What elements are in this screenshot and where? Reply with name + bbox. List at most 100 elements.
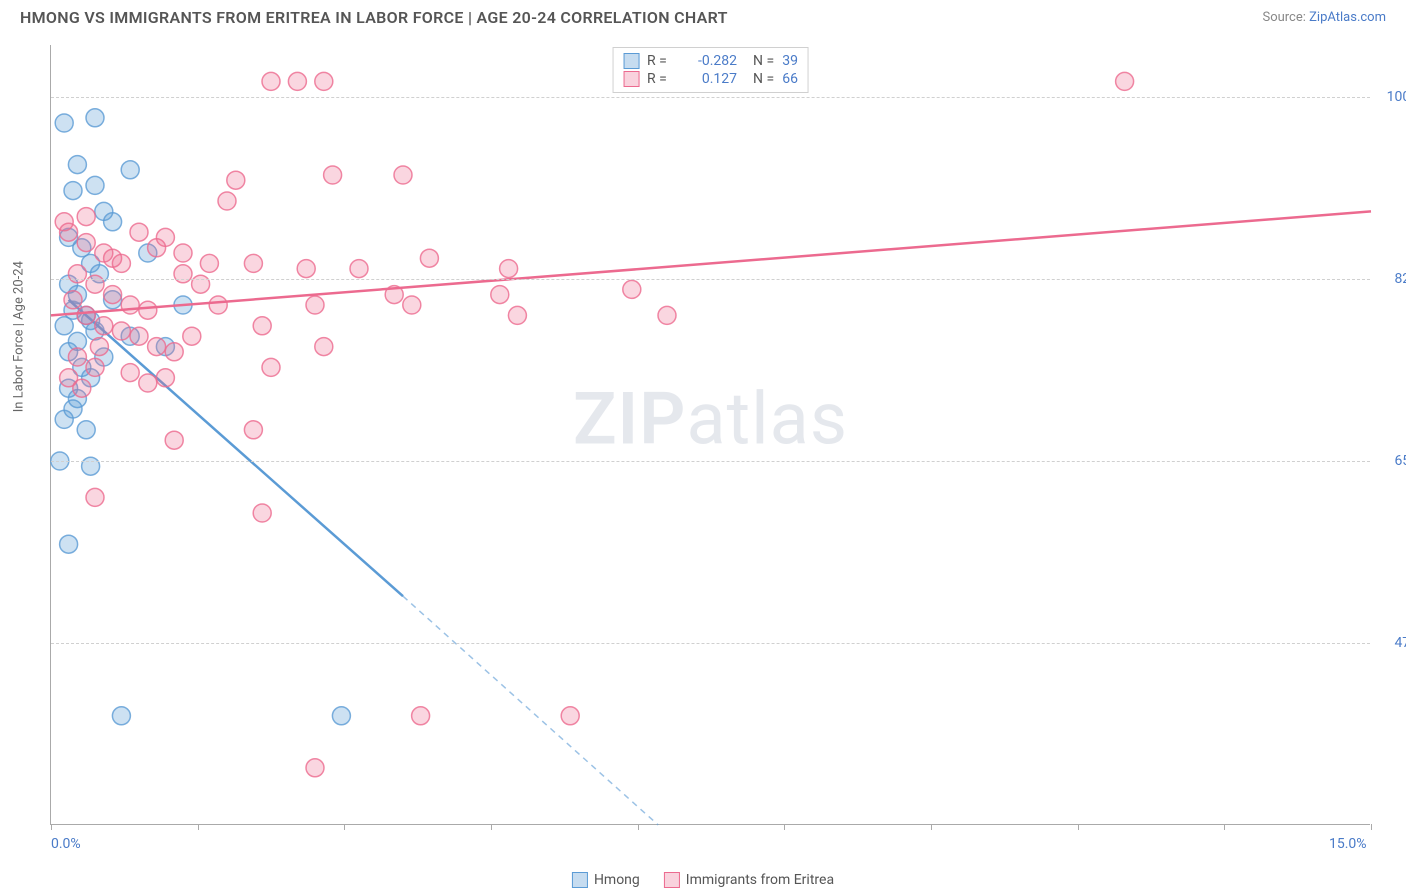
data-point — [104, 213, 122, 231]
grid-line — [51, 97, 1370, 98]
data-point — [139, 374, 157, 392]
data-point — [68, 265, 86, 283]
data-point — [156, 369, 174, 387]
swatch-hmong-bottom — [572, 872, 588, 888]
data-point — [332, 707, 350, 725]
x-tick — [344, 824, 345, 830]
data-point — [244, 254, 262, 272]
series-legend: Hmong Immigrants from Eritrea — [572, 872, 834, 888]
x-tick — [1078, 824, 1079, 830]
x-tick — [638, 824, 639, 830]
data-point — [420, 249, 438, 267]
data-point — [394, 166, 412, 184]
data-point — [55, 114, 73, 132]
y-tick-label: 82.5% — [1394, 271, 1406, 287]
data-point — [139, 301, 157, 319]
x-tick — [491, 824, 492, 830]
data-point — [86, 176, 104, 194]
data-point — [77, 306, 95, 324]
data-point — [315, 72, 333, 90]
data-point — [86, 358, 104, 376]
scatter-svg — [51, 45, 1370, 824]
data-point — [95, 317, 113, 335]
data-point — [86, 109, 104, 127]
data-point — [262, 358, 280, 376]
y-tick-label: 47.5% — [1394, 635, 1406, 651]
data-point — [324, 166, 342, 184]
data-point — [148, 338, 166, 356]
data-point — [68, 156, 86, 174]
data-point — [500, 260, 518, 278]
data-point — [60, 223, 78, 241]
data-point — [508, 306, 526, 324]
chart-plot-area: In Labor Force | Age 20-24 ZIPatlas R = … — [50, 45, 1370, 825]
data-point — [82, 457, 100, 475]
data-point — [306, 296, 324, 314]
data-point — [200, 254, 218, 272]
x-tick — [1371, 824, 1372, 830]
source-link[interactable]: ZipAtlas.com — [1309, 10, 1386, 25]
data-point — [90, 338, 108, 356]
y-axis-title: In Labor Force | Age 20-24 — [12, 261, 27, 412]
x-tick — [1224, 824, 1225, 830]
data-point — [350, 260, 368, 278]
data-point — [165, 343, 183, 361]
x-tick-label: 0.0% — [51, 836, 81, 852]
x-tick-label: 15.0% — [1329, 836, 1367, 852]
data-point — [165, 431, 183, 449]
data-point — [60, 535, 78, 553]
data-point — [253, 317, 271, 335]
data-point — [174, 265, 192, 283]
data-point — [288, 72, 306, 90]
data-point — [306, 759, 324, 777]
data-point — [253, 504, 271, 522]
data-point — [1116, 72, 1134, 90]
data-point — [192, 275, 210, 293]
data-point — [73, 379, 91, 397]
data-point — [104, 249, 122, 267]
data-point — [121, 296, 139, 314]
grid-line — [51, 279, 1370, 280]
data-point — [86, 275, 104, 293]
data-point — [174, 244, 192, 262]
data-point — [55, 317, 73, 335]
data-point — [104, 286, 122, 304]
grid-line — [51, 461, 1370, 462]
data-point — [561, 707, 579, 725]
data-point — [77, 208, 95, 226]
data-point — [112, 707, 130, 725]
legend-item-hmong: Hmong — [572, 872, 640, 888]
legend-item-eritrea: Immigrants from Eritrea — [664, 872, 834, 888]
data-point — [121, 364, 139, 382]
data-point — [121, 161, 139, 179]
data-point — [262, 72, 280, 90]
x-tick — [784, 824, 785, 830]
data-point — [244, 421, 262, 439]
data-point — [412, 707, 430, 725]
y-tick-label: 65.0% — [1394, 453, 1406, 469]
x-tick — [931, 824, 932, 830]
data-point — [183, 327, 201, 345]
x-tick — [51, 824, 52, 830]
data-point — [68, 348, 86, 366]
y-tick-label: 100.0% — [1387, 89, 1406, 105]
x-tick — [198, 824, 199, 830]
data-point — [209, 296, 227, 314]
data-point — [64, 291, 82, 309]
data-point — [64, 182, 82, 200]
regression-line-extrapolated — [403, 596, 658, 825]
source-label: Source: ZipAtlas.com — [1262, 10, 1386, 25]
data-point — [86, 488, 104, 506]
chart-header: HMONG VS IMMIGRANTS FROM ERITREA IN LABO… — [0, 0, 1406, 31]
data-point — [491, 286, 509, 304]
data-point — [297, 260, 315, 278]
data-point — [112, 322, 130, 340]
data-point — [77, 234, 95, 252]
grid-line — [51, 643, 1370, 644]
data-point — [623, 280, 641, 298]
data-point — [77, 421, 95, 439]
data-point — [315, 338, 333, 356]
data-point — [227, 171, 245, 189]
data-point — [658, 306, 676, 324]
data-point — [130, 223, 148, 241]
